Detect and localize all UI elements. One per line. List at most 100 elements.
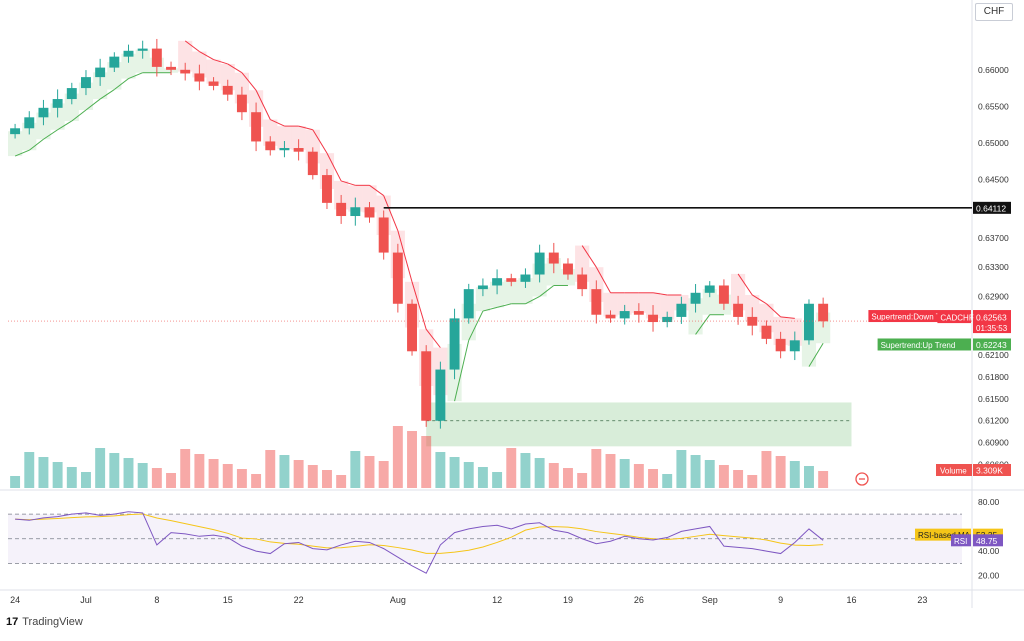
candle-body	[180, 69, 191, 74]
volume-bar	[350, 451, 361, 488]
candle-body	[733, 303, 744, 317]
supertrend-line	[581, 245, 597, 268]
candle-body	[463, 289, 474, 319]
candle-body	[563, 263, 573, 275]
candle-body	[704, 285, 715, 293]
supertrend-line	[425, 329, 441, 348]
candle-body	[194, 73, 205, 82]
time-tick-label: 16	[846, 595, 856, 605]
candle-body	[407, 303, 417, 352]
candle-body	[251, 112, 262, 142]
price-tick-label: 0.62100	[978, 350, 1009, 360]
candle-body	[38, 107, 49, 118]
candle-body	[236, 94, 247, 113]
supertrend-line	[326, 152, 342, 182]
brand-name: TradingView	[22, 616, 83, 628]
supertrend-line	[808, 342, 824, 367]
volume-bar	[548, 463, 559, 488]
price-tick-label: 0.63300	[978, 262, 1009, 272]
price-tick-label: 0.61800	[978, 372, 1009, 382]
supertrend-line	[28, 138, 44, 151]
volume-bar	[492, 472, 503, 488]
supertrend-fill	[759, 303, 774, 333]
supertrend-fill	[688, 298, 703, 335]
volume-bar	[463, 462, 474, 488]
supertrend-line	[85, 98, 101, 111]
series-tag-cur	[937, 311, 971, 324]
volume-bar	[166, 473, 176, 488]
supertrend-fill	[617, 292, 632, 315]
candle-body	[166, 66, 176, 70]
volume-bar	[109, 453, 120, 488]
rsi-value: 48.75	[976, 536, 998, 546]
candle-body	[520, 274, 531, 282]
supertrend-line	[766, 303, 781, 318]
time-tick-label: Aug	[390, 595, 406, 605]
supertrend-line	[241, 72, 257, 91]
supertrend-line	[369, 184, 384, 196]
candle-body	[293, 148, 304, 152]
price-badge-up	[973, 338, 1011, 351]
supertrend-fill	[22, 122, 37, 151]
candle-body	[761, 325, 772, 339]
candle-body	[648, 314, 658, 323]
price-value-cur: 0.62563	[976, 313, 1007, 323]
rsi-label: RSI	[954, 537, 967, 546]
volume-bar	[336, 475, 347, 488]
supertrend-fill	[702, 289, 717, 315]
supertrend-fill	[107, 62, 122, 90]
supertrend-line	[737, 273, 753, 296]
volume-bar	[619, 459, 630, 488]
candle-body	[208, 81, 219, 86]
rsi-badge	[973, 534, 1003, 547]
candle-body	[222, 85, 233, 95]
volume-bar	[392, 426, 403, 488]
price-tick-label: 0.60900	[978, 438, 1009, 448]
volume-bar	[236, 469, 247, 488]
supertrend-line	[298, 125, 313, 131]
candle-body	[789, 340, 800, 352]
volume-value: 3.309K	[976, 466, 1003, 476]
candle-body	[364, 207, 375, 218]
candle-body	[492, 278, 503, 286]
rsi-ma-label: RSI-based MA	[918, 531, 971, 540]
supertrend-fill	[660, 294, 675, 320]
candle-body	[818, 303, 829, 322]
supertrend-fill	[504, 279, 519, 304]
supertrend-fill	[362, 185, 377, 213]
volume-bar	[818, 471, 829, 488]
volume-bar	[789, 461, 800, 488]
rsi-line	[15, 511, 824, 574]
volume-bar	[194, 454, 205, 488]
price-tick-label: 0.66000	[978, 65, 1009, 75]
candle-body	[322, 175, 332, 203]
rsi-tick-label: 40.00	[978, 546, 1000, 556]
volume-bar	[676, 450, 687, 488]
supertrend-line	[595, 266, 611, 294]
supertrend-line	[43, 129, 58, 140]
currency-label[interactable]: CHF	[975, 3, 1013, 21]
series-tag-up	[877, 338, 971, 351]
volume-bar	[364, 456, 375, 488]
volume-bar	[81, 472, 91, 488]
tradingview-brand[interactable]: 17 TradingView	[6, 616, 83, 628]
rsi-tag	[951, 534, 971, 547]
supertrend-line	[454, 340, 470, 402]
volume-bar	[421, 436, 432, 488]
volume-bar	[520, 453, 531, 488]
volume-bar	[38, 457, 49, 488]
candle-body	[435, 369, 446, 421]
volume-bar	[662, 474, 673, 488]
supertrend-fill	[731, 273, 746, 311]
time-tick-label: 23	[917, 595, 927, 605]
volume-label: Volume	[940, 467, 967, 476]
price-tick-label: 0.63700	[978, 233, 1009, 243]
supertrend-line	[71, 109, 87, 122]
supertrend-fill	[575, 245, 590, 282]
supertrend-line	[496, 303, 512, 308]
supertrend-line	[99, 89, 115, 100]
time-tick-label: Jul	[80, 595, 92, 605]
supertrend-fill	[36, 112, 51, 140]
